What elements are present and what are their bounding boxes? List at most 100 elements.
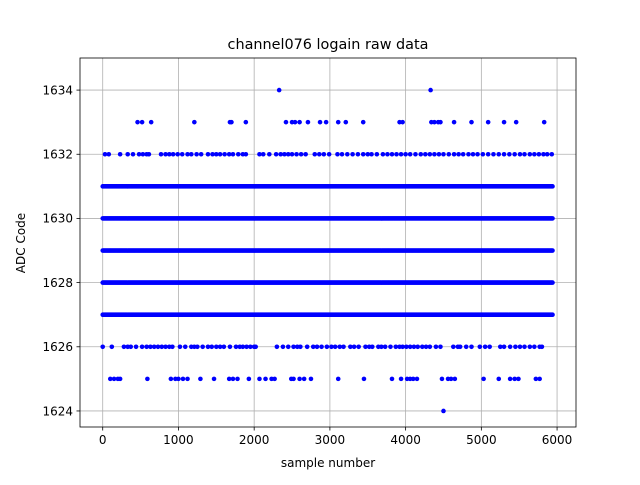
x-axis-label: sample number (281, 456, 375, 470)
data-point (176, 376, 181, 382)
data-point (507, 344, 513, 350)
data-point (274, 344, 280, 350)
data-point (365, 151, 371, 157)
data-point (363, 344, 368, 350)
data-point (151, 344, 157, 350)
data-point (536, 151, 542, 157)
data-point (438, 344, 443, 350)
data-point (272, 376, 277, 382)
data-point (211, 376, 217, 382)
data-point (360, 151, 366, 157)
data-point (285, 344, 291, 350)
data-point (393, 344, 399, 350)
data-point (501, 151, 507, 157)
data-points (100, 87, 555, 414)
data-point (369, 151, 374, 157)
data-point (102, 151, 108, 157)
data-point (398, 376, 404, 382)
data-point (189, 151, 194, 157)
data-point (415, 344, 421, 350)
data-point (109, 344, 115, 350)
data-point (233, 344, 239, 350)
data-point (168, 376, 174, 382)
data-point (341, 344, 346, 350)
data-point (337, 344, 343, 350)
data-point (456, 151, 461, 157)
y-axis-label: ADC Code (14, 213, 28, 273)
data-point (380, 151, 386, 157)
data-point (159, 344, 165, 350)
data-point (433, 344, 439, 350)
data-point (192, 119, 197, 125)
data-point (227, 344, 233, 350)
data-point (550, 184, 555, 189)
data-point (541, 119, 547, 125)
data-point (481, 376, 486, 382)
data-point (385, 151, 390, 157)
data-point (235, 151, 241, 157)
data-point (487, 344, 492, 350)
data-point (394, 151, 399, 157)
data-point (316, 151, 322, 157)
data-point (470, 151, 476, 157)
data-point (451, 344, 456, 350)
data-point (469, 344, 474, 350)
x-tick-label: 6000 (542, 433, 573, 447)
data-point (246, 376, 252, 382)
data-point (133, 344, 139, 350)
data-point (480, 151, 486, 157)
data-point (427, 151, 433, 157)
data-point (439, 376, 445, 382)
data-point (428, 87, 433, 93)
data-point (267, 151, 272, 157)
data-point (463, 344, 469, 350)
data-point (537, 376, 542, 382)
data-point (260, 151, 266, 157)
data-point (522, 151, 527, 157)
data-point (312, 151, 318, 157)
data-point (100, 344, 106, 350)
data-point (221, 344, 227, 350)
data-point (501, 119, 507, 125)
data-point (389, 151, 395, 157)
data-point (175, 151, 180, 157)
data-point (466, 151, 471, 157)
data-point (324, 344, 330, 350)
data-point (345, 151, 350, 157)
data-point (111, 376, 117, 382)
data-point (257, 376, 262, 382)
data-point (291, 376, 296, 382)
data-point (155, 344, 161, 350)
data-point (276, 87, 282, 93)
data-point (475, 151, 480, 157)
data-point (310, 344, 316, 350)
data-point (436, 151, 442, 157)
data-point (314, 344, 320, 350)
data-point (403, 151, 408, 157)
data-point (280, 344, 286, 350)
x-tick-label: 0 (99, 433, 107, 447)
data-point (139, 119, 145, 125)
data-point (297, 376, 302, 382)
data-point (544, 151, 550, 157)
y-tick-label: 1624 (42, 404, 73, 418)
x-tick-label: 3000 (315, 433, 346, 447)
data-point (432, 119, 437, 125)
data-point (541, 151, 546, 157)
data-point (335, 376, 341, 382)
data-point (441, 151, 446, 157)
data-point (125, 151, 131, 157)
data-point (400, 344, 405, 350)
data-point (289, 151, 295, 157)
data-point (550, 216, 555, 221)
data-point (243, 119, 249, 125)
data-point (323, 119, 329, 125)
data-point (374, 151, 380, 157)
data-point (550, 248, 555, 253)
data-point (512, 376, 517, 382)
data-point (400, 119, 405, 125)
data-point (117, 151, 123, 157)
data-point (291, 344, 296, 350)
